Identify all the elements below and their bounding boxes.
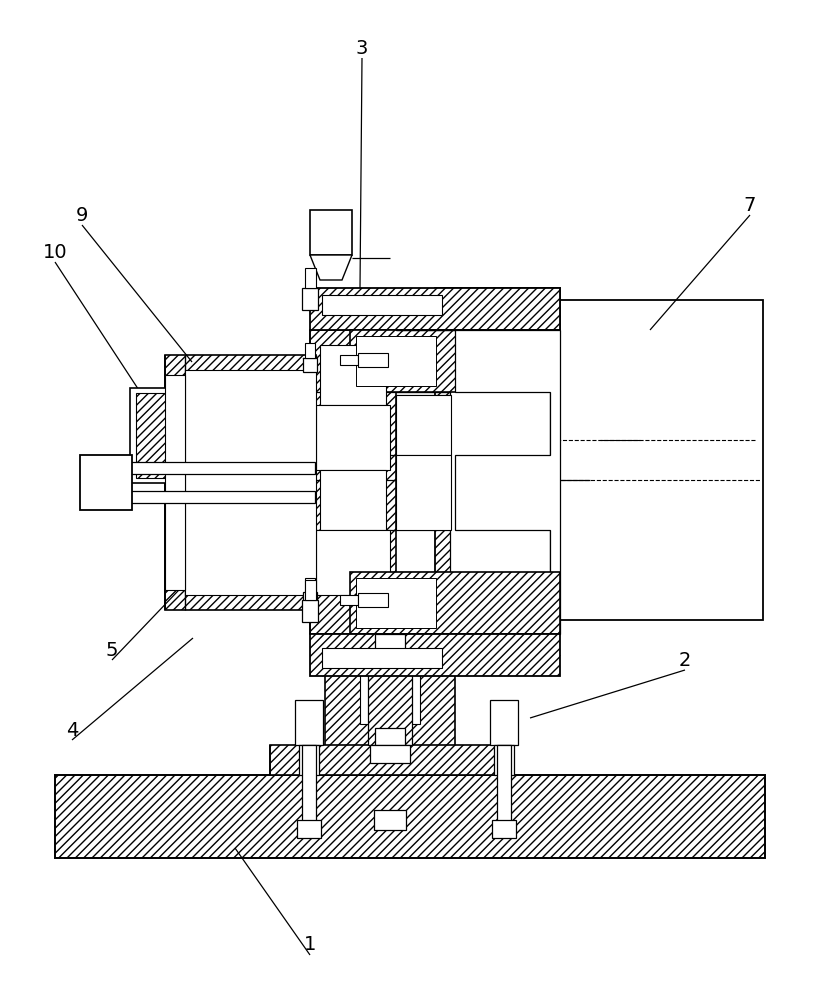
Bar (360, 634, 419, 724)
Bar (297, 820, 321, 838)
Bar (490, 700, 518, 745)
Bar (80, 455, 131, 510)
Bar (130, 462, 314, 474)
Text: 2: 2 (678, 650, 691, 670)
Bar (340, 595, 357, 605)
Bar (322, 648, 442, 668)
Bar (302, 288, 318, 310)
Text: 3: 3 (356, 39, 368, 58)
Bar (130, 491, 314, 503)
Text: 5: 5 (106, 640, 118, 660)
Bar (319, 345, 385, 405)
Bar (165, 375, 184, 590)
Bar (350, 330, 559, 392)
Bar (309, 330, 395, 634)
Bar (340, 355, 357, 365)
Bar (270, 745, 509, 775)
Polygon shape (395, 330, 559, 634)
Bar (302, 600, 318, 622)
Bar (357, 593, 388, 607)
Bar (395, 395, 451, 455)
Bar (395, 455, 451, 530)
Bar (350, 572, 559, 634)
Bar (130, 388, 184, 483)
Bar (309, 288, 559, 330)
Bar (455, 300, 762, 620)
Bar (302, 745, 316, 825)
Bar (434, 288, 559, 634)
Bar (303, 358, 317, 372)
Bar (304, 580, 316, 600)
Bar (136, 393, 179, 478)
Bar (316, 530, 390, 595)
Bar (55, 775, 764, 858)
Bar (325, 634, 455, 775)
Bar (449, 305, 549, 620)
Polygon shape (309, 255, 351, 280)
Bar (299, 745, 318, 775)
Bar (294, 700, 323, 745)
Bar (374, 810, 405, 830)
Bar (309, 210, 351, 255)
Text: 10: 10 (43, 242, 67, 261)
Bar (357, 353, 388, 367)
Bar (356, 336, 436, 386)
Bar (304, 268, 316, 288)
Bar (316, 405, 390, 470)
Bar (367, 650, 412, 745)
Text: 1: 1 (304, 935, 316, 954)
Bar (319, 470, 385, 530)
Bar (304, 343, 314, 358)
Bar (356, 578, 436, 628)
Bar (494, 745, 514, 775)
Bar (491, 820, 515, 838)
Text: 9: 9 (76, 206, 88, 225)
Polygon shape (165, 355, 316, 610)
Bar (304, 578, 314, 592)
Bar (322, 295, 442, 315)
Bar (184, 370, 316, 595)
Bar (375, 728, 404, 745)
Bar (496, 745, 510, 825)
Text: 4: 4 (65, 720, 78, 739)
Bar (370, 745, 409, 763)
Bar (303, 592, 317, 606)
Text: 7: 7 (743, 196, 755, 215)
Bar (375, 634, 404, 650)
Bar (309, 634, 559, 676)
